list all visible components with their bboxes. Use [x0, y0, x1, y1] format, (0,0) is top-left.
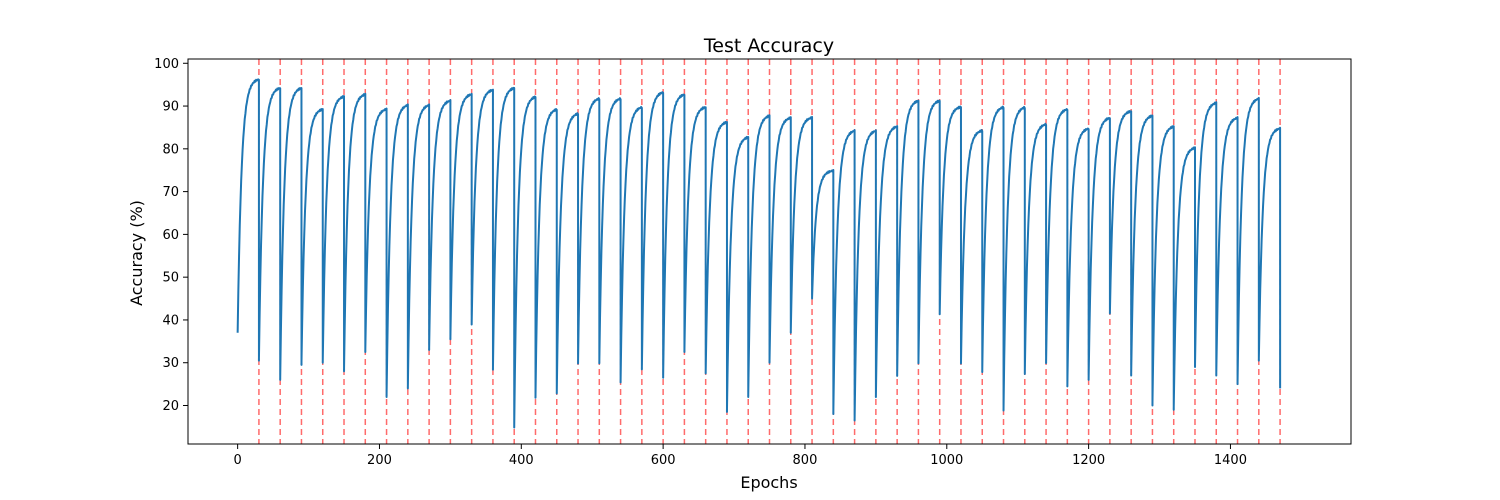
x-tick-label: 1200: [1072, 453, 1105, 468]
x-tick-label: 800: [793, 453, 818, 468]
plot-frame: [187, 58, 1352, 445]
y-tick-label: 70: [162, 185, 179, 200]
x-tick-label: 400: [509, 453, 534, 468]
y-tick-label: 90: [162, 100, 179, 115]
x-tick-label: 0: [233, 453, 241, 468]
y-tick-label: 80: [162, 142, 179, 157]
x-tick-label: 600: [651, 453, 676, 468]
x-axis-label: Epochs: [740, 473, 797, 492]
accuracy-line: [236, 78, 1282, 429]
x-axis: 0 200 400 600 800 1000 1200 1400: [233, 444, 1247, 468]
y-tick-label: 30: [162, 356, 179, 371]
y-tick-label: 40: [162, 313, 179, 328]
x-tick-label: 1400: [1214, 453, 1247, 468]
y-tick-label: 60: [162, 228, 179, 243]
y-tick-label: 100: [154, 57, 179, 72]
y-axis: 20 30 40 50 60 70 80 90 100: [154, 57, 188, 414]
chart-title: Test Accuracy: [703, 35, 834, 57]
x-tick-label: 1000: [930, 453, 963, 468]
series-group: [236, 78, 1282, 429]
y-tick-label: 50: [162, 271, 179, 286]
y-tick-label: 20: [162, 399, 179, 414]
y-axis-label: Accuracy (%): [127, 200, 146, 306]
x-tick-label: 200: [367, 453, 392, 468]
